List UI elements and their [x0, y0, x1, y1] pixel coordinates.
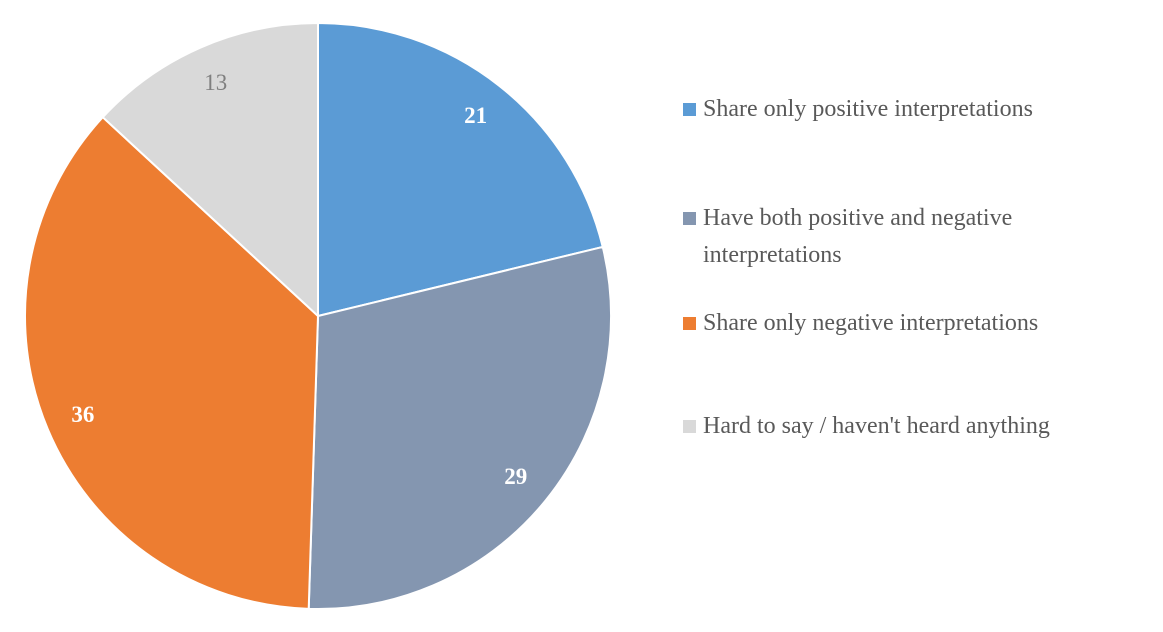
pie-chart: 21 29 36 13: [24, 22, 612, 610]
pie-slice-0[interactable]: [317, 22, 604, 317]
legend-item-label: Have both positive and negative interpre…: [703, 205, 1013, 268]
pie-slice-2[interactable]: [24, 116, 319, 610]
legend-item-both-positive-negative[interactable]: Have both positive and negative interpre…: [683, 200, 1155, 274]
pie-slice-value-label: 13: [204, 70, 227, 95]
pie-slice-value-label: 36: [71, 402, 94, 427]
pie-slice-1[interactable]: [307, 245, 612, 610]
legend-marker-icon: [683, 103, 696, 116]
legend-item-label: Share only negative interpretations: [703, 310, 1039, 336]
legend-item-share-only-negative[interactable]: Share only negative interpretations: [683, 305, 1155, 342]
legend-marker-icon: [683, 317, 696, 330]
legend-marker-icon: [683, 420, 696, 433]
legend-marker-icon: [683, 212, 696, 225]
legend-item-label: Hard to say / haven't heard anything: [703, 413, 1050, 439]
pie-slice-3[interactable]: [101, 22, 319, 317]
legend-item-share-only-positive[interactable]: Share only positive interpretations: [683, 91, 1155, 128]
legend-item-label: Share only positive interpretations: [703, 96, 1033, 122]
pie-slice-value-label: 29: [504, 464, 527, 489]
legend-item-hard-to-say[interactable]: Hard to say / haven't heard anything: [683, 408, 1155, 445]
pie-slice-value-label: 21: [464, 103, 487, 128]
